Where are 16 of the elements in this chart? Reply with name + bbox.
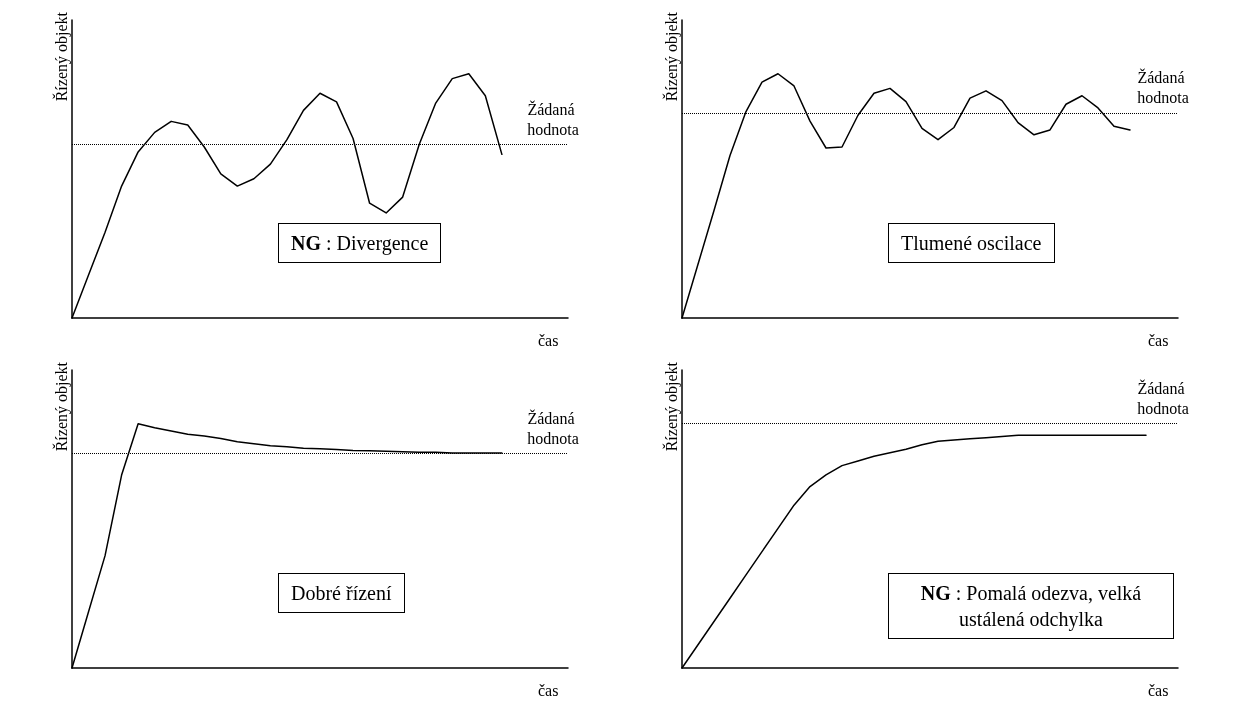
ref-line-label: Žádaná hodnota: [527, 100, 579, 139]
y-axis-title: Řízený objekt: [661, 11, 681, 102]
y-axis-title: Řízený objekt: [661, 361, 681, 452]
ref-line-label: Žádaná hodnota: [527, 408, 579, 447]
x-axis-title: čas: [1148, 681, 1169, 699]
x-axis-title: čas: [538, 331, 559, 349]
ref-line-label: Žádaná hodnota: [1137, 68, 1189, 107]
annotation: NG : Divergence: [278, 223, 442, 263]
annotation: NG : Pomalá odezva, velká ustálená odchylka: [888, 573, 1174, 639]
x-axis-title: čas: [538, 681, 559, 699]
x-axis-title: čas: [1148, 331, 1169, 349]
annotation: Dobré řízení: [278, 573, 405, 613]
annotation: Tlumené oscilace: [888, 223, 1055, 263]
ref-line-label: Žádaná hodnota: [1137, 379, 1189, 418]
y-axis-title: Řízený objekt: [51, 361, 71, 452]
y-axis-title: Řízený objekt: [51, 11, 71, 102]
